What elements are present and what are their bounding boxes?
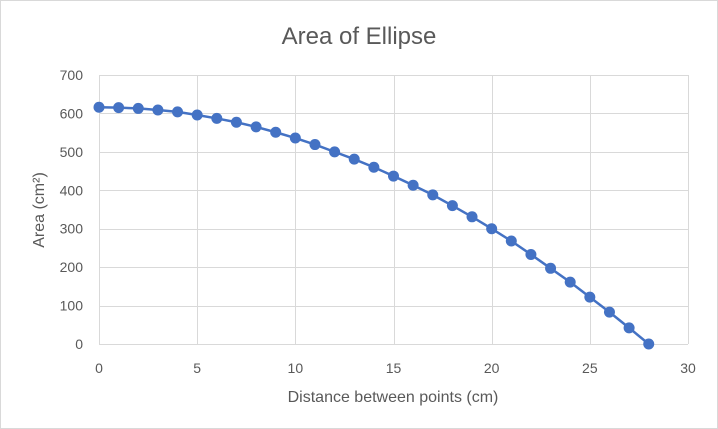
data-point <box>446 200 458 212</box>
y-tick-label: 100 <box>60 298 84 314</box>
data-point <box>132 102 144 114</box>
x-tick-label: 5 <box>193 360 201 376</box>
data-point <box>230 116 242 128</box>
data-point <box>486 223 498 235</box>
x-tick-label: 20 <box>484 360 500 376</box>
y-tick-label: 300 <box>60 221 84 237</box>
chart-title: Area of Ellipse <box>282 23 437 50</box>
data-point <box>191 109 203 121</box>
data-point <box>505 235 517 247</box>
data-point <box>113 102 125 114</box>
data-point <box>407 179 419 191</box>
data-series <box>93 101 655 350</box>
data-point <box>93 101 105 113</box>
data-point <box>388 170 399 182</box>
y-axis-tick-labels: 0 100 200 300 400 500 600 700 <box>60 67 84 352</box>
y-tick-label: 700 <box>60 67 84 83</box>
data-point <box>564 276 576 288</box>
x-tick-label: 0 <box>95 360 103 376</box>
series-line <box>97 106 650 346</box>
y-tick-label: 400 <box>60 182 84 198</box>
data-point <box>525 248 537 260</box>
data-point <box>329 146 341 158</box>
data-point <box>623 322 635 334</box>
y-axis-title: Area (cm²) <box>31 172 48 248</box>
x-axis-tick-labels: 0 5 10 15 20 25 30 <box>95 360 696 376</box>
data-point <box>348 153 360 165</box>
data-point <box>250 121 262 133</box>
data-point <box>289 132 301 144</box>
data-point <box>545 262 557 274</box>
data-point <box>172 106 184 118</box>
x-tick-label: 15 <box>386 360 402 376</box>
data-point <box>211 112 223 124</box>
y-tick-label: 200 <box>60 259 84 275</box>
data-point <box>466 211 478 223</box>
x-tick-label: 10 <box>288 360 304 376</box>
data-point <box>643 338 655 350</box>
data-point <box>270 126 282 138</box>
data-point <box>368 161 380 173</box>
data-point <box>603 306 615 318</box>
y-tick-label: 500 <box>60 144 84 160</box>
data-point <box>152 104 164 116</box>
y-tick-label: 600 <box>60 105 84 121</box>
data-point <box>584 291 596 303</box>
data-point <box>427 189 439 201</box>
data-point <box>309 139 321 151</box>
x-tick-label: 25 <box>582 360 598 376</box>
y-tick-label: 0 <box>75 336 83 352</box>
x-tick-label: 30 <box>680 360 696 376</box>
x-axis-title: Distance between points (cm) <box>288 389 499 406</box>
